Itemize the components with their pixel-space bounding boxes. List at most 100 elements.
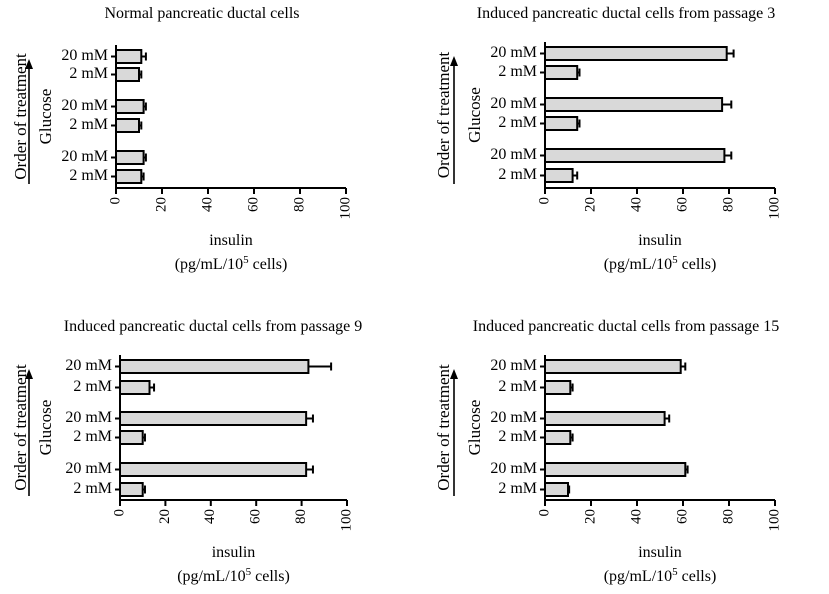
x-tick-label: 20 xyxy=(582,197,598,212)
bar xyxy=(544,359,682,374)
chart-panel-2: Induced pancreatic ductal cells from pas… xyxy=(434,5,783,273)
chart-title: Induced pancreatic ductal cells from pas… xyxy=(477,5,776,22)
bar xyxy=(115,118,140,133)
category-label: 2 mM xyxy=(498,428,537,445)
category-label: 2 mM xyxy=(69,167,108,184)
category-label: 2 mM xyxy=(73,480,112,497)
chart-title: Normal pancreatic ductal cells xyxy=(104,5,299,22)
x-tick-label: 60 xyxy=(245,197,261,212)
x-tick-label: 0 xyxy=(111,509,127,517)
x-axis-unit: (pg/mL/105 cells) xyxy=(604,254,717,273)
x-axis-unit-superscript: 5 xyxy=(672,566,678,578)
bar xyxy=(115,169,143,184)
category-label: 20 mM xyxy=(61,148,108,165)
category-label: 20 mM xyxy=(490,146,537,163)
arrow-up-icon xyxy=(450,56,458,66)
bar xyxy=(544,380,572,395)
x-tick-label: 40 xyxy=(199,197,215,212)
x-tick-label: 100 xyxy=(338,509,354,532)
x-axis-unit: (pg/mL/105 cells) xyxy=(177,566,290,585)
category-label: 20 mM xyxy=(490,357,537,374)
category-label: 20 mM xyxy=(490,95,537,112)
x-tick-label: 0 xyxy=(107,197,123,205)
bar xyxy=(544,148,726,163)
category-label: 2 mM xyxy=(498,480,537,497)
x-axis-unit: (pg/mL/105 cells) xyxy=(604,566,717,585)
category-label: 2 mM xyxy=(69,116,108,133)
bar xyxy=(119,482,144,497)
chart-panel-4: Induced pancreatic ductal cells from pas… xyxy=(434,318,783,585)
bar xyxy=(544,430,572,445)
bar xyxy=(544,168,574,183)
x-axis-unit-prefix: (pg/mL/10 xyxy=(175,256,243,273)
x-axis-unit-superscript: 5 xyxy=(246,566,252,578)
bar xyxy=(544,46,728,61)
x-tick-label: 60 xyxy=(674,509,690,524)
category-label: 2 mM xyxy=(73,378,112,395)
bar xyxy=(119,380,151,395)
category-label: 2 mM xyxy=(498,114,537,131)
x-tick-label: 40 xyxy=(628,509,644,524)
y-axis-outer-label: Order of treatment xyxy=(11,364,30,491)
x-axis-label: insulin xyxy=(638,232,682,249)
y-axis-outer-label: Order of treatment xyxy=(434,364,453,491)
bar xyxy=(544,411,666,426)
x-axis-unit-prefix: (pg/mL/10 xyxy=(177,568,245,585)
bar xyxy=(115,49,143,64)
bar xyxy=(544,116,579,131)
chart-title: Induced pancreatic ductal cells from pas… xyxy=(473,318,780,335)
x-tick-label: 60 xyxy=(674,197,690,212)
x-tick-label: 40 xyxy=(202,509,218,524)
category-label: 20 mM xyxy=(65,409,112,426)
bar xyxy=(119,411,308,426)
y-axis-inner-label: Glucose xyxy=(465,400,484,456)
x-tick-label: 100 xyxy=(766,197,782,220)
x-axis-unit-prefix: (pg/mL/10 xyxy=(604,568,672,585)
bar xyxy=(119,359,310,374)
x-tick-label: 0 xyxy=(536,509,552,517)
bar xyxy=(115,150,145,165)
x-tick-label: 20 xyxy=(153,197,169,212)
x-axis-unit: (pg/mL/105 cells) xyxy=(175,254,288,273)
y-axis-outer-label: Order of treatment xyxy=(11,53,30,180)
x-axis-unit-suffix: cells) xyxy=(249,256,288,273)
x-tick-label: 60 xyxy=(248,509,264,524)
x-tick-label: 80 xyxy=(720,509,736,524)
bar xyxy=(119,462,308,477)
bar xyxy=(115,67,140,82)
x-axis-unit-superscript: 5 xyxy=(672,254,678,266)
x-axis-unit-prefix: (pg/mL/10 xyxy=(604,256,672,273)
category-label: 2 mM xyxy=(498,166,537,183)
x-tick-label: 20 xyxy=(157,509,173,524)
x-tick-label: 100 xyxy=(766,509,782,532)
bar xyxy=(119,430,144,445)
arrow-up-icon xyxy=(450,369,458,379)
x-axis-label: insulin xyxy=(638,544,682,561)
category-label: 20 mM xyxy=(61,97,108,114)
arrow-up-icon xyxy=(25,59,33,69)
x-axis-unit-suffix: cells) xyxy=(678,256,717,273)
x-axis-label: insulin xyxy=(212,544,256,561)
x-tick-label: 80 xyxy=(291,197,307,212)
category-label: 20 mM xyxy=(490,460,537,477)
arrow-up-icon xyxy=(25,369,33,379)
bar xyxy=(544,97,724,112)
x-tick-label: 100 xyxy=(337,197,353,220)
chart-panel-1: Normal pancreatic ductal cells 0 20 40 60 80 1… xyxy=(11,5,354,273)
y-axis-inner-label: Glucose xyxy=(36,400,55,456)
category-label: 2 mM xyxy=(73,428,112,445)
x-tick-label: 0 xyxy=(536,197,552,205)
x-tick-label: 80 xyxy=(293,509,309,524)
bar xyxy=(544,462,687,477)
category-label: 20 mM xyxy=(490,409,537,426)
category-label: 2 mM xyxy=(69,65,108,82)
x-axis-label: insulin xyxy=(209,232,253,249)
bar xyxy=(544,482,569,497)
category-label: 20 mM xyxy=(61,47,108,64)
category-label: 20 mM xyxy=(65,460,112,477)
y-axis-inner-label: Glucose xyxy=(36,89,55,145)
category-label: 20 mM xyxy=(65,357,112,374)
x-tick-label: 40 xyxy=(628,197,644,212)
x-axis-unit-suffix: cells) xyxy=(251,568,290,585)
